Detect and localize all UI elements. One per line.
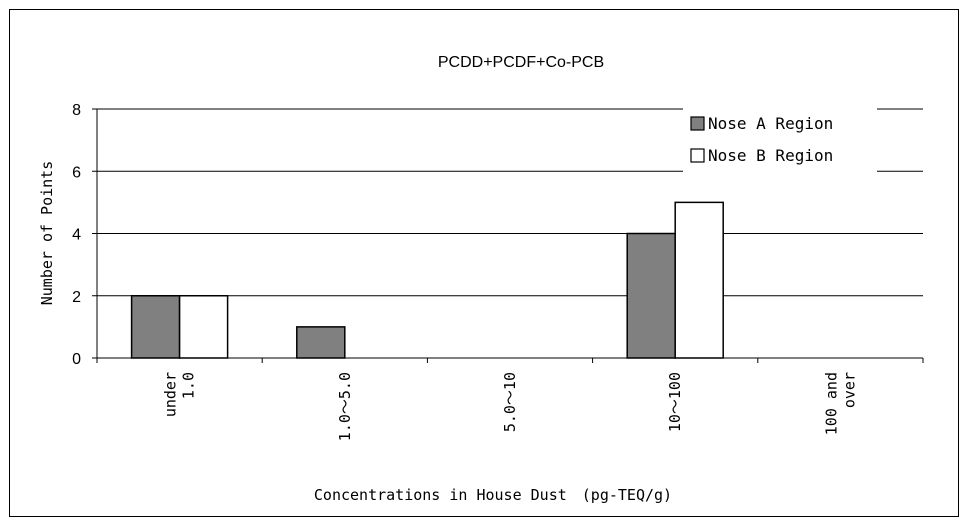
x-tick-label: under 1.0 [162, 372, 198, 417]
gridlines [97, 108, 923, 297]
legend-label: Nose A Region [708, 114, 833, 133]
y-tick-label: 0 [72, 351, 81, 368]
x-tick-label-line: 100 and [822, 372, 840, 435]
y-tick-label: 4 [72, 227, 81, 244]
y-tick-label: 8 [72, 102, 81, 119]
bar-nose-b [178, 295, 229, 359]
axes [92, 108, 924, 363]
y-axis-label: Number of Points [38, 161, 56, 306]
bar-nose-a [626, 232, 676, 359]
bar-nose-a [130, 295, 181, 359]
legend-swatch [690, 116, 705, 131]
legend-box [683, 105, 877, 175]
x-tick-label: 10～100 [666, 372, 684, 432]
legend-swatch [690, 148, 705, 163]
legend: Nose A Region Nose B Region [683, 105, 877, 175]
x-tick-label-line: 1.0 [180, 372, 198, 399]
bar-nose-b [674, 201, 724, 359]
y-tick-labels: 0 2 4 6 8 [72, 102, 81, 368]
chart-title: PCDD+PCDF+Co-PCB [438, 54, 604, 71]
y-tick-label: 2 [72, 289, 81, 306]
x-tick-label-line: over [840, 372, 858, 408]
x-tick-labels: under 1.0 1.0～5.0 5.0～10 10～100 100 and over [162, 372, 859, 441]
x-tick-label: 100 and over [822, 372, 858, 435]
x-tick-label: 5.0～10 [501, 372, 519, 432]
x-tick-label: 1.0～5.0 [336, 372, 354, 441]
x-axis-label: Concentrations in House Dust (pg-TEQ/g) [314, 486, 672, 504]
x-tick-label-line: under [162, 372, 180, 417]
chart-frame [9, 9, 959, 517]
bar-nose-a [296, 326, 346, 359]
y-tick-label: 6 [72, 164, 81, 181]
x-tick-label-line: 5.0～10 [501, 372, 519, 432]
x-tick-label-line: 1.0～5.0 [336, 372, 354, 441]
legend-label: Nose B Region [708, 146, 833, 165]
x-tick-label-line: 10～100 [666, 372, 684, 432]
bars [130, 201, 724, 359]
